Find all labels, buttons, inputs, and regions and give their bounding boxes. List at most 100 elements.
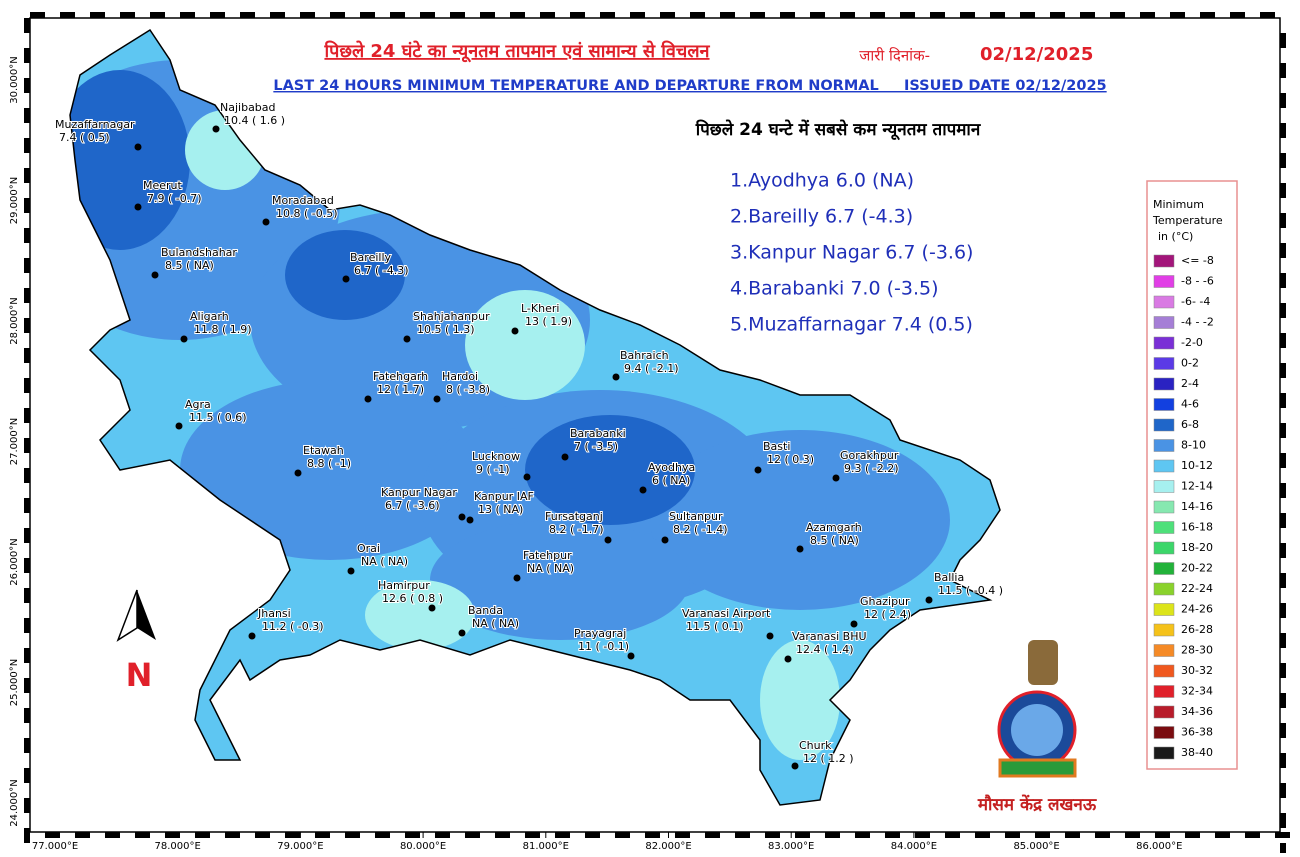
scale-seg xyxy=(150,12,165,18)
station-reading: 10.8 ( -0.5) xyxy=(276,207,338,220)
scale-seg xyxy=(255,832,270,838)
scale-seg xyxy=(1280,573,1286,588)
scale-seg xyxy=(24,378,30,393)
legend-swatch xyxy=(1153,398,1175,411)
legend-swatch xyxy=(1153,295,1175,309)
scale-seg xyxy=(780,12,795,18)
station-name: Fursatganj xyxy=(545,510,603,523)
scale-seg xyxy=(24,48,30,63)
legend-swatch xyxy=(1153,685,1175,698)
legend-label: 6-8 xyxy=(1181,418,1199,431)
legend-label: 2-4 xyxy=(1181,377,1199,390)
scale-seg xyxy=(1280,393,1286,408)
scale-seg xyxy=(1200,12,1215,18)
legend-swatch xyxy=(1153,644,1175,657)
station-name: Muzaffarnagar xyxy=(55,118,135,131)
station-name: Varanasi Airport xyxy=(682,607,771,620)
scale-seg xyxy=(885,832,900,838)
scale-seg xyxy=(1280,243,1286,258)
legend-label: 38-40 xyxy=(1181,746,1213,759)
legend-swatch xyxy=(1153,459,1175,473)
station-dot xyxy=(180,335,188,343)
scale-seg xyxy=(900,12,915,18)
legend-label: 34-36 xyxy=(1181,705,1213,718)
lat-tick-label: 26.000°N xyxy=(9,538,20,585)
station-reading: NA ( NA) xyxy=(361,555,408,568)
station-dot xyxy=(466,516,474,524)
scale-seg xyxy=(1080,12,1095,18)
temp-zone xyxy=(430,520,690,640)
station-dot xyxy=(639,486,647,494)
station-reading: 11.5 ( 0.6) xyxy=(189,411,247,424)
legend-swatch xyxy=(1153,357,1175,370)
temp-zone xyxy=(465,290,585,400)
legend-swatch xyxy=(1153,377,1175,391)
station-name: Bahraich xyxy=(620,349,669,362)
scale-seg xyxy=(24,558,30,573)
scale-seg xyxy=(630,12,645,18)
scale-seg xyxy=(840,12,855,18)
station-name: Kanpur Nagar xyxy=(381,486,457,499)
scale-seg xyxy=(1185,832,1200,838)
station-dot xyxy=(604,536,612,544)
scale-seg xyxy=(750,12,765,18)
station-dot xyxy=(433,395,441,403)
scale-seg xyxy=(1280,753,1286,768)
station-name: Azamgarh xyxy=(806,521,862,534)
scale-seg xyxy=(24,288,30,303)
station-dot xyxy=(784,655,792,663)
legend-title: Temperature xyxy=(1152,214,1223,227)
scale-seg xyxy=(765,832,780,838)
station-name: Ghazipur xyxy=(860,595,910,608)
station-name: Meerut xyxy=(143,179,183,192)
scale-seg xyxy=(24,318,30,333)
scale-seg xyxy=(24,738,30,753)
legend-swatch xyxy=(1153,254,1175,268)
scale-seg xyxy=(180,12,195,18)
scale-seg xyxy=(1050,12,1065,18)
scale-seg xyxy=(165,832,180,838)
scale-seg xyxy=(375,832,390,838)
station-dot xyxy=(791,762,799,770)
station-dot xyxy=(850,620,858,628)
station-dot xyxy=(403,335,411,343)
scale-seg xyxy=(24,678,30,693)
station-name: Jhansi xyxy=(257,607,291,620)
station-dot xyxy=(513,574,521,582)
scale-seg xyxy=(1280,423,1286,438)
station-reading: 8.2 ( -1.7) xyxy=(549,523,604,536)
legend-swatch xyxy=(1153,439,1175,452)
scale-seg xyxy=(945,832,960,838)
scale-seg xyxy=(1035,832,1050,838)
legend-swatch xyxy=(1153,418,1175,432)
lon-tick-label: 78.000°E xyxy=(155,841,201,852)
station-name: Etawah xyxy=(303,444,344,457)
legend-label: -4 - -2 xyxy=(1181,316,1214,329)
scale-seg xyxy=(825,832,840,838)
scale-seg xyxy=(1280,813,1286,828)
scale-seg xyxy=(435,832,450,838)
scale-seg xyxy=(1280,783,1286,798)
station-reading: 8.5 ( NA) xyxy=(165,259,214,272)
station-reading: 12 ( 0.3) xyxy=(767,453,814,466)
lon-tick-label: 84.000°E xyxy=(891,841,937,852)
station-name: Sultanpur xyxy=(669,510,723,523)
station-dot xyxy=(832,474,840,482)
scale-seg xyxy=(1280,33,1286,48)
scale-seg xyxy=(1125,832,1140,838)
scale-seg xyxy=(240,12,255,18)
scale-seg xyxy=(24,108,30,123)
scale-seg xyxy=(555,832,570,838)
station-name: Shahjahanpur xyxy=(413,310,490,323)
station-name: Basti xyxy=(763,440,790,453)
scale-seg xyxy=(1280,273,1286,288)
legend-swatch xyxy=(1153,664,1175,678)
station-dot xyxy=(754,466,762,474)
scale-seg xyxy=(345,832,360,838)
lon-tick-label: 79.000°E xyxy=(277,841,323,852)
scale-seg xyxy=(270,12,285,18)
station-dot xyxy=(766,632,774,640)
scale-seg xyxy=(810,12,825,18)
station-reading: 7.9 ( -0.7) xyxy=(147,192,202,205)
scale-seg xyxy=(1140,12,1155,18)
